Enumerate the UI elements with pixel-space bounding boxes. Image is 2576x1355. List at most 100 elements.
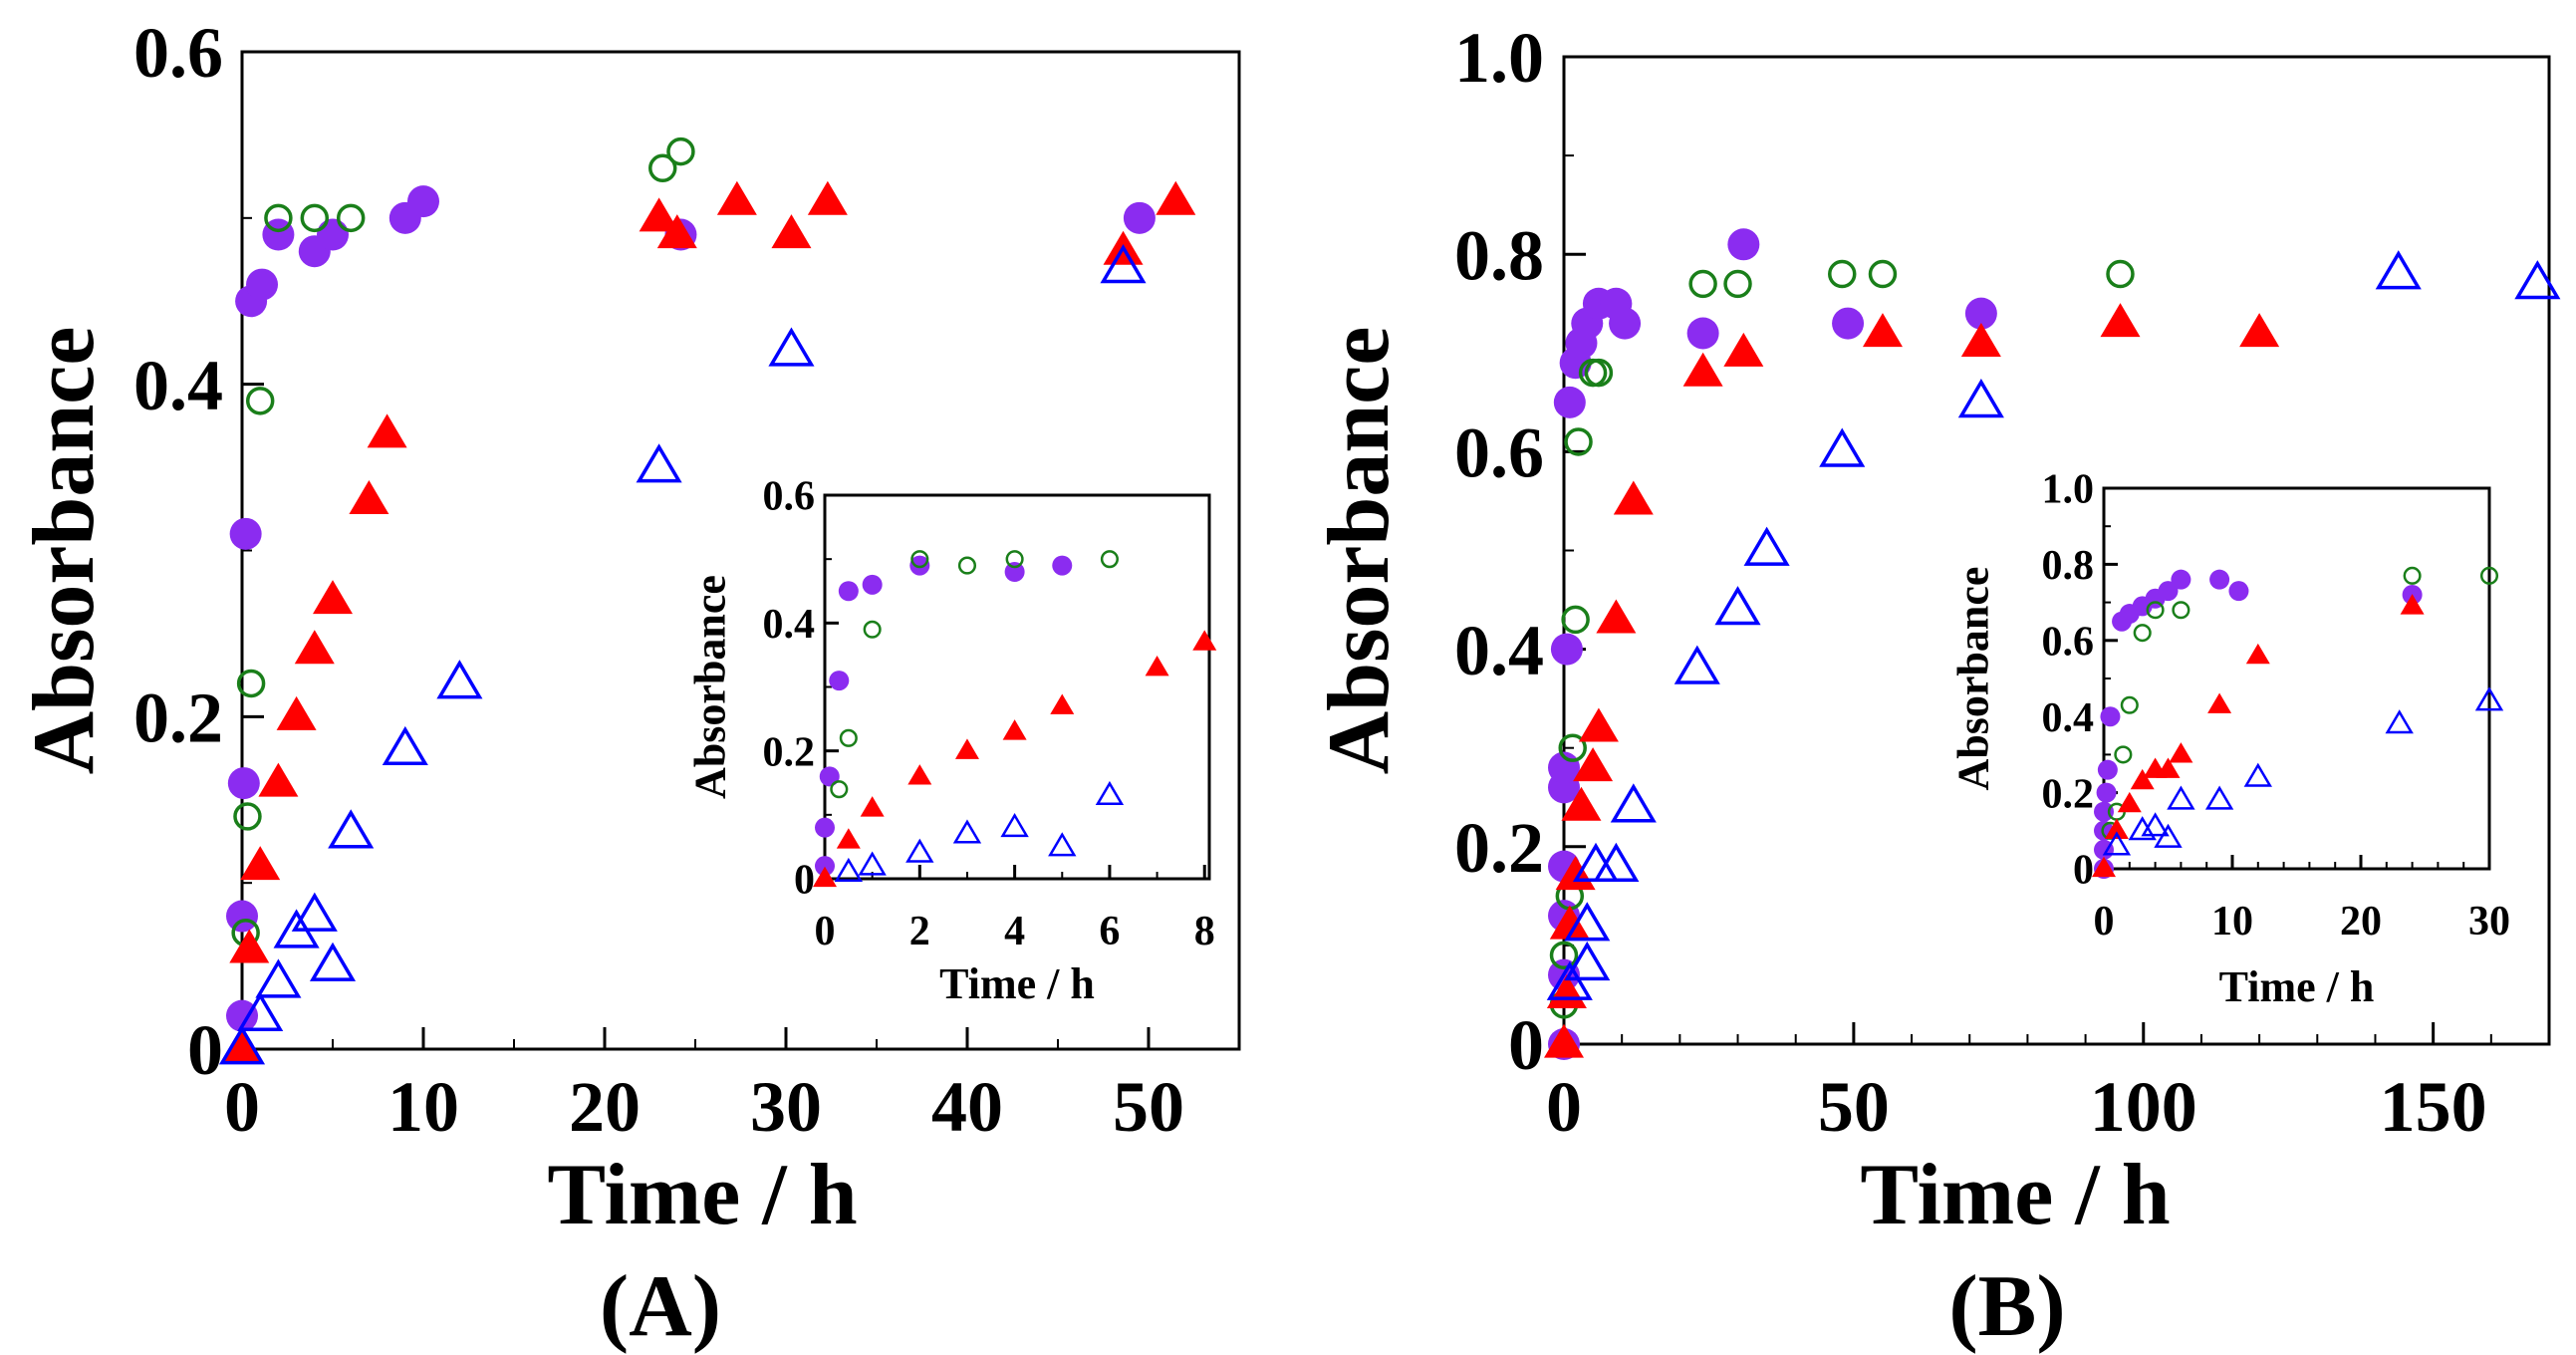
data-point [2169,742,2193,763]
data-point [1549,905,1590,940]
data-point [813,866,837,888]
y-tick-label: 0.4 [2042,695,2095,741]
data-point [1549,941,1579,970]
data-point [1828,259,1857,289]
data-point [839,728,858,747]
data-point [2400,594,2425,615]
x-tick-label: 0 [1546,1067,1582,1147]
y-tick-label: 0 [187,1010,223,1090]
data-point [309,942,357,981]
series-open-triangle [1546,250,2561,1000]
data-point [771,214,812,249]
series-open-circle [231,136,695,948]
data-point [2102,831,2132,856]
data-point [1832,307,1865,340]
data-point [1674,645,1720,684]
data-point [858,851,887,876]
x-tick-label: 10 [2211,899,2253,945]
data-point [2403,566,2422,585]
data-point [1727,228,1760,261]
x-tick-label: 150 [2380,1067,2487,1147]
series-open-triangle [834,780,1125,882]
data-point [836,828,861,849]
data-point [240,846,281,881]
data-point [1005,550,1024,569]
x-tick-label: 100 [2090,1067,2197,1147]
y-tick-label: 0.4 [763,602,816,648]
y-tick-label: 0.4 [133,346,223,425]
data-point [1561,786,1602,821]
series-open-triangle [218,244,1147,1065]
data-point [860,796,885,817]
data-point [1957,378,2004,418]
data-point [313,580,353,615]
data-point [222,1028,262,1063]
data-point [639,197,679,232]
data-point [2104,818,2129,839]
data-point [233,802,262,831]
data-point [2146,601,2165,620]
data-point [2100,706,2121,727]
data-point [2096,782,2117,803]
data-point [1550,633,1583,666]
data-point [636,443,682,483]
data-point [768,327,815,367]
data-point [1613,480,1654,515]
data-point [666,136,695,166]
data-point [2228,581,2249,602]
data-point [1095,780,1125,805]
data-point [291,892,338,932]
data-point [255,958,302,998]
data-point [226,900,258,933]
data-point [909,555,930,576]
data-point [229,929,270,963]
data-point [2239,313,2280,348]
x-tick-label: 10 [387,1067,459,1147]
y-tick-label: 0.8 [2042,543,2095,589]
x-axis-title: Time / h [939,959,1095,1008]
data-point [2158,581,2179,602]
data-point [349,480,389,515]
data-point [276,695,317,730]
data-point [1100,550,1119,569]
data-point [834,857,864,882]
series-filled-triangle [1544,303,2280,1058]
data-point [829,671,850,691]
data-point [336,203,366,233]
data-point [407,185,439,218]
x-tick-label: 30 [750,1067,822,1147]
data-point [328,809,375,849]
data-point [436,660,483,699]
series-open-triangle [2102,686,2504,856]
data-point [317,218,349,251]
data-point [2130,768,2155,790]
data-point [819,766,840,787]
data-point [863,620,882,639]
series-filled-circle [815,555,1073,877]
x-axis-title: Time / h [1860,1147,2170,1243]
y-tick-label: 0.4 [1454,611,1544,690]
data-point [1004,562,1025,582]
panel-label: (A) [600,1258,721,1355]
x-tick-label: 40 [931,1067,1003,1147]
data-point [1050,693,1075,714]
data-point [2120,695,2139,714]
data-point [648,153,677,183]
data-point [1723,332,1764,367]
y-axis-title: Absorbance [1948,567,1997,791]
data-point [1682,352,1723,387]
data-point [1564,941,1611,981]
data-point [1546,960,1593,1000]
data-point [2209,569,2230,590]
data-point [1723,269,1752,299]
data-point [1564,902,1611,942]
x-tick-label: 8 [1194,909,1215,954]
data-point [2114,745,2133,764]
inset-chart-3: 0 10 20 30 0 0.2 0.4 0.6 0.8 1.0 Time / h Absorbanc… [1948,467,2510,1011]
y-tick-label: 0.8 [1454,215,1544,295]
data-point [1714,586,1761,626]
panel-label: (B) [1948,1258,2065,1355]
plot-frame [823,493,1211,881]
data-point [957,556,977,575]
